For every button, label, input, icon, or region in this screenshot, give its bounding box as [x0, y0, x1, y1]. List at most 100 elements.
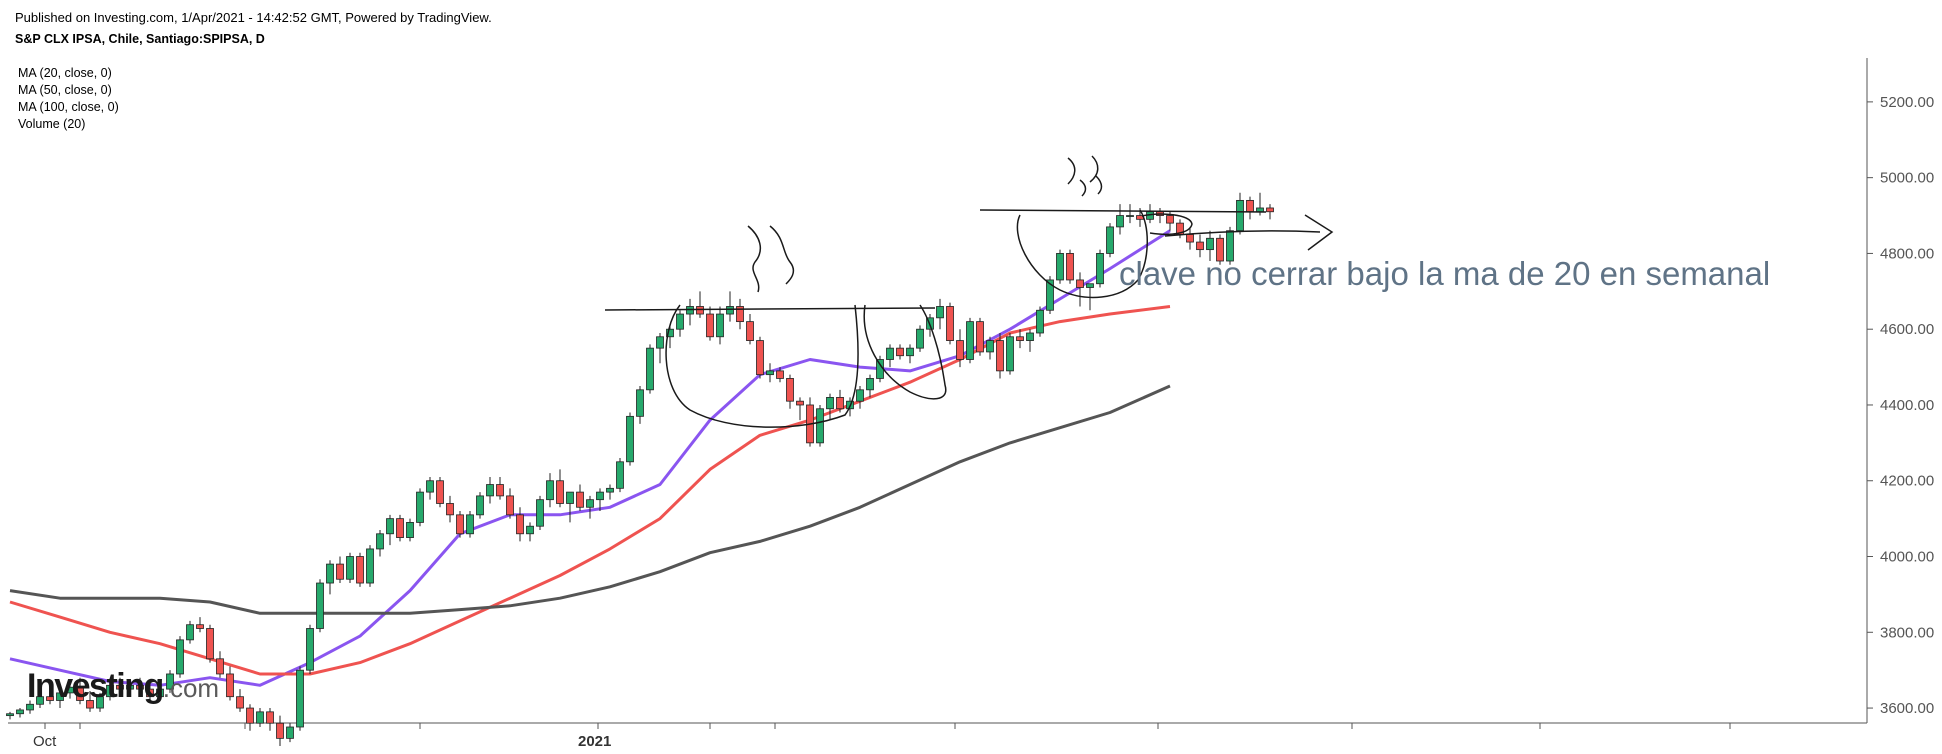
candle-up: [936, 306, 944, 319]
resistance-line-1: [604, 307, 936, 311]
candle-down: [116, 684, 124, 690]
candle-up: [886, 347, 894, 360]
candle-up: [66, 686, 74, 694]
candle-down: [706, 313, 714, 338]
candle-up: [96, 696, 104, 709]
candle-up: [126, 684, 134, 690]
candle-up: [366, 548, 374, 584]
candle-up: [1086, 283, 1094, 288]
arrow-annotation: [1164, 214, 1334, 251]
y-tick-label: 4200.00: [1880, 473, 1934, 490]
candle-down: [246, 707, 254, 724]
published-caption: Published on Investing.com, 1/Apr/2021 -…: [15, 10, 492, 25]
candle-up: [676, 313, 684, 330]
candle-down: [796, 400, 804, 406]
circle-annotation-4: [1141, 213, 1193, 236]
candle-up: [106, 684, 114, 698]
candle-down: [516, 514, 524, 535]
candle-up: [966, 321, 974, 360]
candle-up: [626, 415, 634, 463]
candle-down: [496, 484, 504, 497]
ma20-line: [9, 229, 1171, 687]
candle-down: [696, 306, 704, 315]
y-tick-label: 4600.00: [1880, 321, 1934, 338]
candle-down: [506, 495, 514, 516]
candle-down: [1076, 279, 1084, 288]
candle-up: [6, 713, 14, 717]
candle-up: [466, 514, 474, 535]
candle-up: [986, 340, 994, 353]
squiggle-annotation-2: [1067, 155, 1103, 197]
candle-down: [946, 306, 954, 341]
candle-up: [656, 336, 664, 349]
candle-down: [1196, 241, 1204, 251]
candle-up: [716, 313, 724, 338]
candle-up: [36, 696, 44, 705]
candle-up: [1106, 226, 1114, 254]
candle-up: [586, 499, 594, 508]
candle-down: [976, 321, 984, 353]
hand-drawn-annotations: [604, 155, 1334, 428]
candle-up: [1006, 336, 1014, 372]
candle-down: [1066, 253, 1074, 281]
y-tick-label: 3600.00: [1880, 700, 1934, 717]
candle-down: [216, 658, 224, 675]
candle-down: [276, 722, 284, 739]
candle-up: [1206, 237, 1214, 251]
investing-logo: Investing.com: [27, 667, 220, 705]
candle-up: [1116, 215, 1124, 228]
candle-down: [786, 378, 794, 402]
candle-up: [416, 491, 424, 523]
candle-up: [376, 533, 384, 550]
x-tick-label: Oct: [33, 733, 57, 750]
circle-annotation-3: [1016, 209, 1148, 299]
candle-down: [756, 340, 764, 376]
candle-down: [1016, 336, 1024, 341]
candle-up: [26, 703, 34, 711]
candle-up: [406, 522, 414, 538]
candle-down: [1186, 234, 1194, 243]
annotation-text: clave no cerrar bajo la ma de 20 en sema…: [1119, 255, 1771, 292]
candle-down: [736, 306, 744, 323]
candle-down: [146, 688, 154, 698]
candle-up: [606, 487, 614, 493]
candle-up: [616, 461, 624, 489]
moving-average-layer: [9, 229, 1171, 687]
candle-up: [526, 525, 534, 535]
candle-down: [436, 480, 444, 504]
legend-volume: Volume (20): [18, 117, 86, 131]
x-tick-label: 2021: [578, 733, 611, 750]
candle-down: [896, 347, 904, 357]
candle-up: [1236, 199, 1244, 232]
ma50-line: [9, 305, 1171, 676]
candle-down: [76, 686, 84, 701]
candle-up: [476, 495, 484, 516]
legend-ma50: MA (50, close, 0): [18, 83, 112, 97]
candle-up: [16, 709, 24, 715]
candle-up: [686, 306, 694, 315]
circle-annotation-1: [665, 304, 859, 428]
candle-down: [226, 673, 234, 698]
candle-up: [386, 518, 394, 535]
candle-down: [196, 624, 204, 629]
candle-down: [86, 700, 94, 709]
candle-down: [1266, 207, 1274, 213]
candle-down: [556, 480, 564, 504]
candle-up: [646, 347, 654, 391]
candle-down: [1166, 215, 1174, 224]
y-tick-label: 3800.00: [1880, 624, 1934, 641]
candle-down: [456, 514, 464, 535]
candle-down: [396, 518, 404, 538]
y-tick-label: 4800.00: [1880, 245, 1934, 262]
candle-up: [426, 480, 434, 493]
candle-up: [866, 378, 874, 391]
candle-up: [596, 491, 604, 501]
candle-down: [776, 370, 784, 379]
candle-down: [236, 696, 244, 709]
candle-up: [566, 491, 574, 504]
candle-up: [186, 624, 194, 641]
candle-up: [346, 556, 354, 580]
candle-up: [816, 408, 824, 444]
candle-up: [156, 688, 164, 698]
candle-up: [1096, 253, 1104, 285]
